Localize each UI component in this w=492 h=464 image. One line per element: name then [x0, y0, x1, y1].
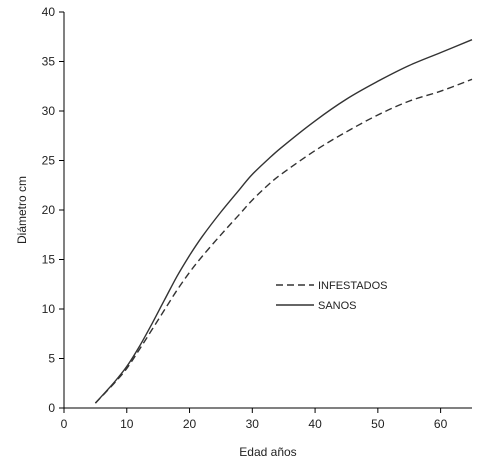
x-tick-label: 50 [371, 417, 385, 431]
y-tick-label: 10 [42, 302, 56, 316]
y-tick-label: 5 [48, 352, 55, 366]
y-tick-label: 35 [42, 55, 56, 69]
x-tick-label: 0 [61, 417, 68, 431]
x-tick-label: 20 [183, 417, 197, 431]
x-ticks: 0 10 20 30 40 50 60 [61, 408, 448, 431]
legend-label-sanos: SANOS [318, 300, 357, 312]
y-tick-label: 20 [42, 203, 56, 217]
y-tick-label: 15 [42, 253, 56, 267]
x-tick-label: 10 [120, 417, 134, 431]
x-tick-label: 40 [308, 417, 322, 431]
x-axis-label: Edad años [239, 445, 296, 459]
legend: INFESTADOS SANOS [276, 280, 387, 312]
y-tick-label: 0 [48, 401, 55, 415]
y-axis-label: Diámetro cm [15, 176, 29, 244]
series-group [94, 39, 473, 404]
series-line-infestados [94, 78, 473, 404]
y-tick-label: 30 [42, 104, 56, 118]
series-line-sanos [94, 39, 473, 404]
y-tick-label: 25 [42, 154, 56, 168]
plot-area: 0 5 10 15 20 25 30 35 40 0 10 20 30 40 50 60 [42, 5, 473, 431]
x-tick-label: 60 [434, 417, 448, 431]
y-tick-label: 40 [42, 5, 56, 19]
y-ticks: 0 5 10 15 20 25 30 35 40 [42, 5, 64, 415]
x-tick-label: 30 [246, 417, 260, 431]
legend-label-infestados: INFESTADOS [318, 280, 387, 292]
